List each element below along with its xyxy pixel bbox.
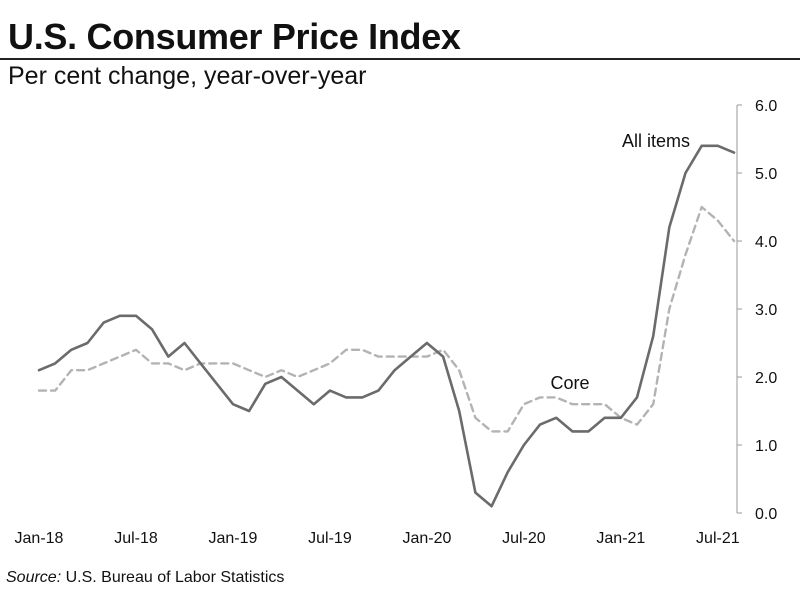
chart-title: U.S. Consumer Price Index <box>8 16 461 57</box>
y-tick-label: 6.0 <box>755 98 777 115</box>
y-tick-label: 0.0 <box>755 506 777 523</box>
series-label-core: Core <box>550 373 589 393</box>
x-tick-label: Jul-20 <box>502 530 546 547</box>
x-tick-label: Jul-21 <box>696 530 740 547</box>
series-label-all-items: All items <box>622 131 690 151</box>
x-tick-label: Jul-19 <box>308 530 352 547</box>
y-tick-label: 2.0 <box>755 370 777 387</box>
chart-subtitle: Per cent change, year-over-year <box>8 62 367 90</box>
series-line-all-items <box>37 144 736 508</box>
title-divider <box>0 58 800 60</box>
y-tick-label: 4.0 <box>755 234 777 251</box>
x-tick-label: Jan-21 <box>596 530 645 547</box>
x-tick-label: Jul-18 <box>114 530 158 547</box>
y-tick-label: 1.0 <box>755 438 777 455</box>
y-tick-label: 5.0 <box>755 166 777 183</box>
series-line-core <box>37 205 736 433</box>
y-tick-label: 3.0 <box>755 302 777 319</box>
x-tick-label: Jan-19 <box>208 530 257 547</box>
source-label: Source: <box>6 569 62 586</box>
source-note: Source: U.S. Bureau of Labor Statistics <box>6 569 284 587</box>
x-tick-label: Jan-20 <box>402 530 451 547</box>
x-tick-label: Jan-18 <box>15 530 64 547</box>
source-text: U.S. Bureau of Labor Statistics <box>65 569 285 586</box>
